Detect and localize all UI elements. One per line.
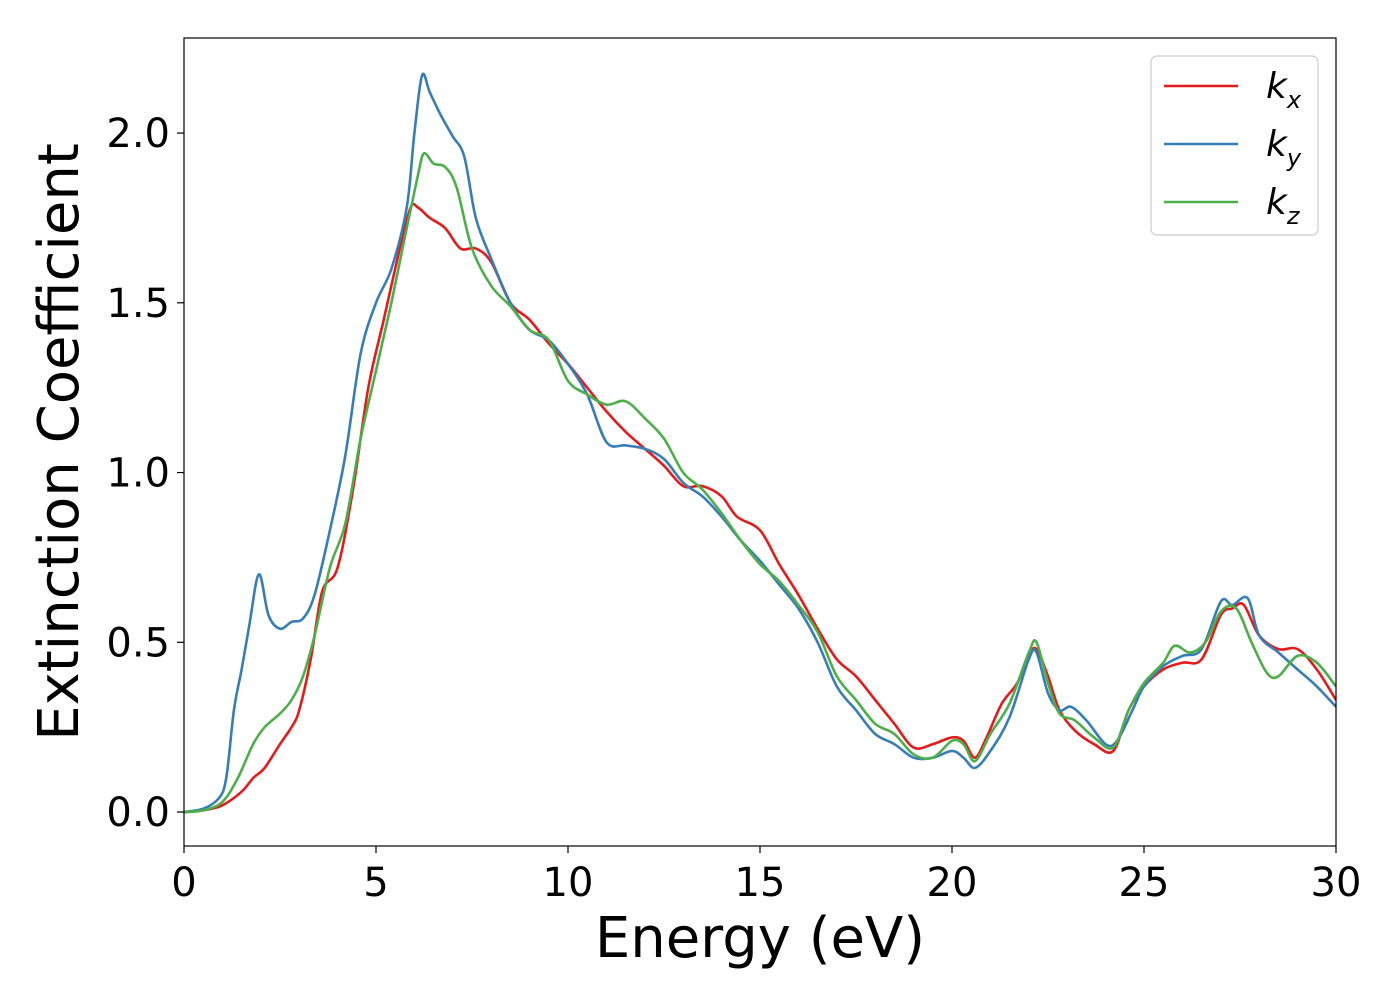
x-tick-label: 30 <box>1311 860 1362 906</box>
x-axis-ticks: 0 5 10 15 20 25 30 <box>171 846 1361 906</box>
legend-label-y: ky <box>1266 124 1302 172</box>
y-tick-label: 1.0 <box>106 451 170 497</box>
series-line-x <box>184 202 1336 814</box>
series-layer <box>184 72 1336 814</box>
y-tick-label: 1.5 <box>106 281 170 327</box>
y-axis-ticks: 0.0 0.5 1.0 1.5 2.0 <box>106 111 184 836</box>
x-axis-title: Energy (eV) <box>595 906 925 971</box>
series-line-y <box>184 72 1336 814</box>
legend-box <box>1150 55 1319 236</box>
x-tick-label: 10 <box>543 860 594 906</box>
x-tick-label: 5 <box>363 860 388 906</box>
legend: kx ky kz <box>1150 55 1319 236</box>
series-line-z <box>184 151 1336 814</box>
x-tick-label: 0 <box>171 860 196 906</box>
x-tick-label: 20 <box>927 860 978 906</box>
y-tick-label: 0.0 <box>106 790 170 836</box>
legend-label-z: kz <box>1266 182 1301 230</box>
legend-label-x: kx <box>1266 66 1302 114</box>
x-tick-label: 15 <box>735 860 786 906</box>
y-tick-label: 0.5 <box>106 620 170 666</box>
y-tick-label: 2.0 <box>106 111 170 157</box>
y-axis-title: Extinction Coefficient <box>27 143 92 741</box>
x-tick-label: 25 <box>1119 860 1170 906</box>
